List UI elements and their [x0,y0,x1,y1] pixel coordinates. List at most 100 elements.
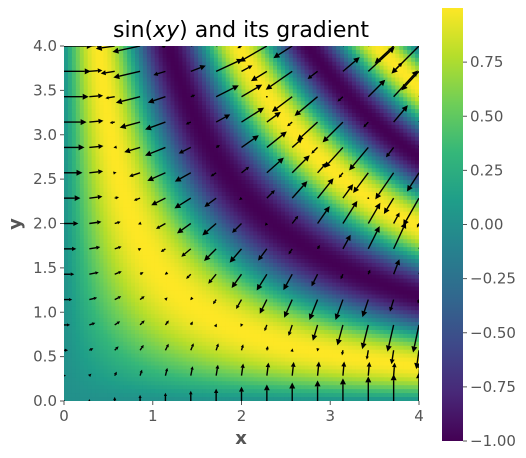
heatmap-cell [320,235,325,240]
heatmap-cell [261,203,266,209]
heatmap-cell [162,251,168,256]
heatmap-cell [391,136,396,142]
heatmap-cell [324,235,329,240]
heatmap-cell [300,243,306,248]
heatmap-cell [206,81,211,87]
heatmap-cell [146,140,152,146]
heatmap-cell [375,239,381,244]
heatmap-cell [399,227,404,232]
heatmap-cell [375,124,381,130]
heatmap-cell [300,148,306,154]
heatmap-cell [391,223,396,229]
heatmap-cell [265,136,270,142]
heatmap-cell [107,101,112,106]
heatmap-cell [170,160,176,165]
heatmap-cell [198,176,203,181]
heatmap-cell [79,85,85,90]
heatmap-cell [241,235,247,240]
heatmap-cell [194,57,199,63]
heatmap-cell [261,199,266,205]
heatmap-cell [288,235,294,240]
heatmap-cell [127,164,132,169]
heatmap-cell [127,113,132,118]
heatmap-cell [202,105,207,110]
heatmap-cell [411,69,416,75]
heatmap-cell [245,61,250,67]
heatmap-cell [166,172,172,177]
heatmap-cell [407,136,412,142]
heatmap-cell [344,211,349,217]
heatmap-cell [119,251,124,256]
heatmap-cell [403,89,408,94]
heatmap-cell [245,132,250,138]
heatmap-cell [146,113,152,118]
heatmap-cell [261,93,266,98]
heatmap-cell [111,180,116,185]
heatmap-cell [135,101,140,106]
heatmap-cell [395,156,400,161]
heatmap-cell [162,132,168,138]
heatmap-cell [182,176,187,181]
heatmap-cell [229,97,235,102]
heatmap-cell [245,191,250,197]
heatmap-cell [87,191,93,197]
heatmap-cell [158,180,164,185]
heatmap-cell [178,89,183,94]
heatmap-cell [174,93,179,98]
heatmap-cell [383,46,389,51]
heatmap-cell [131,156,136,161]
heatmap-cell [111,247,116,252]
heatmap-cell [379,46,385,51]
heatmap-cell [399,251,404,256]
heatmap-cell [288,77,294,83]
heatmap-cell [111,124,116,130]
heatmap-cell [233,73,239,79]
heatmap-cell [328,46,333,51]
heatmap-cell [206,211,211,217]
heatmap-cell [209,168,215,173]
heatmap-cell [142,188,148,193]
heatmap-cell [217,140,223,146]
heatmap-cell [170,73,176,79]
heatmap-cell [91,113,97,118]
heatmap-cell [383,176,389,181]
heatmap-cell [166,120,172,126]
heatmap-cell [206,73,211,79]
heatmap-cell [202,57,207,63]
heatmap-cell [83,53,89,59]
heatmap-cell [296,144,302,150]
heatmap-cell [229,93,235,98]
heatmap-cell [379,191,385,197]
heatmap-cell [166,188,172,193]
heatmap-cell [206,207,211,213]
heatmap-cell [217,164,223,169]
heatmap-cell [71,140,77,146]
heatmap-cell [387,144,392,150]
heatmap-cell [221,191,227,197]
heatmap-cell [111,203,116,209]
heatmap-cell [363,53,369,59]
heatmap-cell [253,195,258,201]
heatmap-cell [308,239,314,244]
heatmap-cell [284,188,290,193]
heatmap-cell [91,49,97,55]
heatmap-cell [64,73,69,79]
heatmap-cell [75,262,81,268]
heatmap-cell [269,57,274,63]
heatmap-cell [336,176,341,181]
heatmap-cell [87,46,93,51]
heatmap-cell [296,97,302,102]
heatmap-cell [280,247,286,252]
heatmap-cell [194,251,199,256]
heatmap-cell [142,243,148,248]
heatmap-cell [375,53,381,59]
heatmap-cell [237,251,243,256]
heatmap-cell [115,65,120,71]
heatmap-cell [265,93,270,98]
heatmap-cell [359,49,365,55]
heatmap-cell [217,255,223,260]
heatmap-cell [142,69,148,75]
heatmap-cell [265,172,270,177]
heatmap-cell [344,97,349,102]
heatmap-cell [213,109,219,114]
